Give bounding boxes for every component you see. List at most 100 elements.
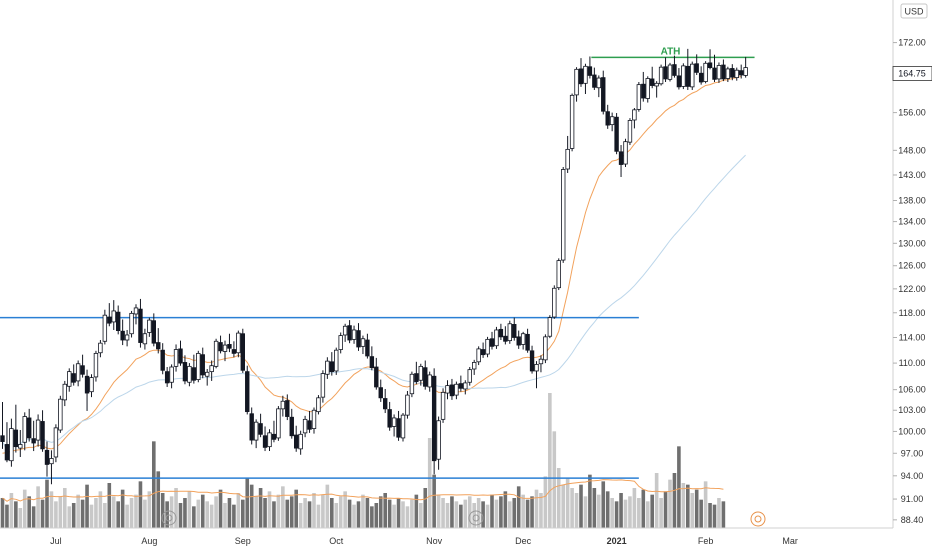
candle-down — [676, 75, 682, 88]
candles-layer — [0, 48, 748, 485]
price-tick-label: 100.00 — [898, 426, 926, 436]
candle-down — [116, 311, 121, 332]
candle-up — [636, 84, 642, 110]
price-axis[interactable]: 88.40 91.00 94.00 97.00 100.00 103.00 106.00 11… — [893, 38, 926, 525]
volume-bar — [85, 484, 89, 528]
candle-up — [49, 458, 54, 465]
upcoming-earnings-marker[interactable] — [750, 511, 766, 527]
earnings-marker[interactable] — [468, 510, 484, 526]
currency-badge-box — [900, 3, 928, 19]
volume-bar — [614, 501, 619, 528]
volume-bar — [637, 498, 641, 528]
volume-bar — [392, 504, 396, 528]
volume-bar — [63, 488, 67, 528]
candle-up — [222, 344, 228, 352]
candle-up — [427, 374, 432, 388]
volume-bar — [107, 483, 112, 528]
volume-bar — [129, 498, 134, 528]
candle-up — [574, 68, 579, 96]
price-tick-label: 88.40 — [901, 515, 924, 525]
candle-up — [400, 414, 406, 439]
volume-bar — [605, 491, 610, 528]
price-tick-label: 138.00 — [898, 196, 926, 206]
candle-up — [681, 65, 686, 87]
price-tick-label: 97.00 — [901, 448, 924, 458]
candle-down — [378, 387, 383, 399]
candle-up — [173, 349, 179, 367]
candle-up — [67, 371, 72, 387]
candle-up — [623, 141, 628, 165]
candle-up — [436, 420, 441, 460]
candle-up — [556, 260, 561, 289]
candle-down — [120, 330, 125, 341]
volume-bar — [432, 474, 436, 528]
candle-up — [405, 394, 410, 416]
candle-down — [285, 400, 290, 417]
candle-up — [351, 329, 357, 340]
price-tick-label: 126.00 — [898, 261, 926, 271]
volume-bar — [410, 499, 414, 528]
volume-bar — [22, 489, 27, 528]
volume-bar — [227, 498, 232, 528]
volume-bar — [597, 494, 601, 528]
volume-bar — [67, 506, 72, 528]
volume-bar — [712, 504, 717, 528]
candle-up — [338, 335, 343, 350]
candle-down — [191, 367, 197, 381]
candle-down — [347, 325, 352, 341]
volume-bar — [200, 494, 205, 528]
candle-up — [22, 416, 27, 443]
candle-down — [13, 429, 19, 448]
candle-up — [690, 63, 695, 88]
candle-down — [605, 111, 610, 126]
volume-bar — [272, 501, 276, 528]
candle-down — [231, 349, 237, 354]
volume-bar — [281, 486, 285, 528]
volume-bar — [521, 494, 525, 528]
volume-bar — [481, 501, 485, 528]
earnings-marker[interactable] — [161, 510, 177, 526]
candle-down — [516, 336, 521, 346]
candle-down — [382, 398, 388, 410]
currency-badge[interactable]: USD — [900, 3, 928, 19]
volume-bar — [565, 478, 570, 528]
candle-up — [391, 417, 397, 427]
volume-bar — [423, 488, 428, 528]
volume-bar — [467, 496, 472, 528]
volume-bar — [249, 484, 254, 528]
volume-bar — [18, 508, 23, 528]
volume-bar — [645, 501, 650, 528]
volume-bar — [623, 499, 628, 528]
candle-down — [258, 423, 263, 435]
volume-bar — [156, 471, 161, 528]
candle-up — [320, 373, 326, 398]
candle-up — [253, 421, 259, 441]
candle-up — [342, 325, 348, 336]
ath-label: ATH — [661, 46, 681, 57]
candle-down — [525, 333, 530, 351]
time-axis[interactable]: Jul Aug Sep Oct Nov Dec 2021 Feb Mar — [50, 536, 798, 546]
candle-up — [18, 444, 23, 449]
volume-bar — [263, 498, 267, 528]
candle-down — [84, 375, 90, 394]
volume-bar — [721, 501, 726, 528]
volume-bar — [174, 488, 178, 528]
price-tick-label: 91.00 — [901, 494, 924, 504]
volume-bar — [254, 496, 258, 528]
volume-bar — [31, 506, 36, 528]
candle-up — [325, 360, 330, 375]
volume-bar — [232, 504, 236, 528]
volume-bar — [330, 498, 334, 528]
volume-bar — [543, 476, 548, 528]
volume-bar — [570, 488, 574, 528]
candle-up — [596, 77, 601, 89]
candle-up — [98, 342, 103, 354]
volume-bar — [218, 489, 223, 528]
price-tick-label: 156.00 — [898, 108, 926, 118]
volume-bar — [58, 496, 63, 528]
volume-bar — [267, 491, 272, 528]
volume-bar — [499, 496, 503, 528]
volume-bar — [703, 481, 708, 528]
